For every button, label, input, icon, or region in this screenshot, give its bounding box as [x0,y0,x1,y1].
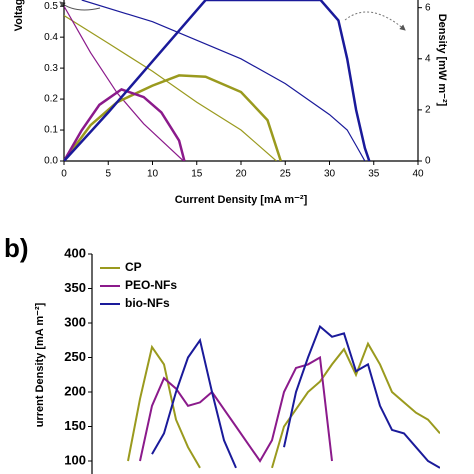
legend-label: bio-NFs [125,296,170,310]
y2-tick-label: 4 [425,53,431,64]
x-tick-label: 0 [61,169,67,180]
x-tick-label: 40 [412,169,424,180]
y2-tick-label: 2 [425,105,431,116]
y-tick-label: 300 [64,314,86,329]
y-tick-label: 150 [64,418,86,433]
legend-label: CP [125,260,142,274]
x-tick-label: 30 [324,169,336,180]
series-line [127,341,440,469]
x-label: Current Density [mA m⁻²] [175,194,308,206]
y-label: urrent Density [mA m⁻²] [34,302,46,427]
y-tick-label: 0.4 [44,32,58,43]
series-line [64,5,184,161]
series-line [64,74,282,161]
y-tick-label: 0.0 [44,156,58,167]
y-tick-label: 0.1 [44,125,58,136]
y2-label: Density [mW m⁻²] [436,14,448,107]
x-tick-label: 25 [280,169,292,180]
arrow [344,11,406,31]
y-tick-label: 0.3 [44,63,58,74]
y-tick-label: 0.5 [44,1,58,12]
y-tick-label: 350 [64,280,86,295]
series-line [64,88,186,161]
y-tick-label: 100 [64,452,86,467]
legend-label: PEO-NFs [125,278,177,292]
x-tick-label: 20 [235,169,247,180]
x-tick-label: 10 [147,169,159,180]
y-tick-label: 0.2 [44,94,58,105]
arrow [59,1,101,11]
y-tick-label: 200 [64,383,86,398]
x-tick-label: 5 [105,169,111,180]
y2-tick-label: 6 [425,2,431,13]
series-line [64,14,277,161]
y2-tick-label: 0 [425,156,431,167]
plot-area [64,0,371,161]
series-line [139,355,333,463]
panel-label: b) [4,233,29,263]
y-label: Voltage [V] [13,0,25,31]
x-tick-label: 15 [191,169,203,180]
plot-area [127,324,440,469]
series-line [81,0,366,161]
y-tick-label: 250 [64,349,86,364]
series-line [151,324,440,469]
y-tick-label: 400 [64,245,86,260]
x-tick-label: 35 [368,169,380,180]
series-line [64,0,371,161]
